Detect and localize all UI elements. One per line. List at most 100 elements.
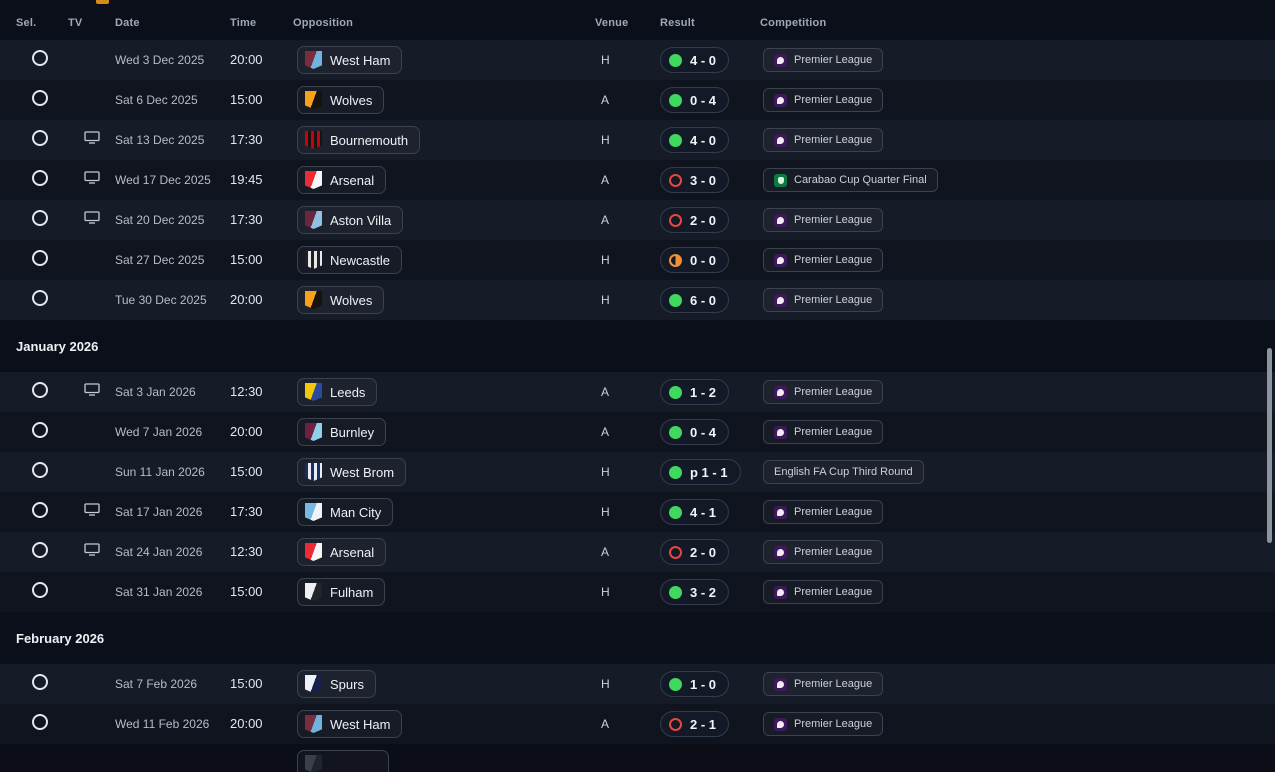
opposition-chip[interactable]: Fulham <box>297 578 386 606</box>
opposition-chip[interactable]: Aston Villa <box>297 206 404 234</box>
select-radio[interactable] <box>32 289 48 306</box>
opposition-chip[interactable]: West Brom <box>297 458 407 486</box>
result-pill[interactable]: 1 - 2 <box>660 379 730 405</box>
competition-chip[interactable]: Premier League <box>763 288 884 312</box>
fixture-row[interactable]: Wed 3 Dec 2025 20:00 West Ham H 4 - 0 Pr… <box>0 40 1275 80</box>
result-pill[interactable]: 4 - 0 <box>660 47 730 73</box>
column-header-result[interactable]: Result <box>660 17 695 29</box>
competition-chip[interactable]: Premier League <box>763 500 884 524</box>
fixture-row[interactable]: Wed 7 Jan 2026 20:00 Burnley A 0 - 4 Pre… <box>0 412 1275 452</box>
opposition-chip[interactable]: Wolves <box>297 86 385 114</box>
competition-chip[interactable]: Premier League <box>763 248 884 272</box>
select-radio[interactable] <box>32 129 48 146</box>
result-pill[interactable]: 3 - 2 <box>660 579 730 605</box>
competition-cell: Premier League <box>760 48 1275 72</box>
competition-chip[interactable]: Premier League <box>763 580 884 604</box>
opposition-name: Arsenal <box>330 544 375 560</box>
result-pill[interactable]: 4 - 0 <box>660 127 730 153</box>
fixture-row[interactable]: Sat 20 Dec 2025 17:30 Aston Villa A 2 - … <box>0 200 1275 240</box>
fixture-row[interactable]: Sat 17 Jan 2026 17:30 Man City H 4 - 1 P… <box>0 492 1275 532</box>
fixture-row-partial[interactable] <box>0 744 1275 772</box>
column-header-competition[interactable]: Competition <box>760 17 827 29</box>
fixture-row[interactable]: Sat 3 Jan 2026 12:30 Leeds A 1 - 2 Premi… <box>0 372 1275 412</box>
fixture-row[interactable]: Sat 6 Dec 2025 15:00 Wolves A 0 - 4 Prem… <box>0 80 1275 120</box>
opposition-chip[interactable]: Man City <box>297 498 394 526</box>
result-pill[interactable]: 2 - 0 <box>660 207 730 233</box>
select-radio[interactable] <box>32 541 48 558</box>
result-pill[interactable]: 6 - 0 <box>660 287 730 313</box>
result-pill[interactable]: 0 - 4 <box>660 419 730 445</box>
competition-name: Premier League <box>794 386 873 398</box>
competition-chip[interactable]: Premier League <box>763 712 884 736</box>
venue-cell: H <box>595 291 660 309</box>
fixture-row[interactable]: Tue 30 Dec 2025 20:00 Wolves H 6 - 0 Pre… <box>0 280 1275 320</box>
competition-chip[interactable]: Premier League <box>763 208 884 232</box>
competition-chip[interactable]: Premier League <box>763 48 884 72</box>
column-header-sel[interactable]: Sel. <box>16 17 37 29</box>
opposition-chip[interactable]: Newcastle <box>297 246 402 274</box>
opposition-chip[interactable]: West Ham <box>297 710 403 738</box>
opposition-chip[interactable]: Wolves <box>297 286 385 314</box>
fixture-row[interactable]: Sat 13 Dec 2025 17:30 Bournemouth H 4 - … <box>0 120 1275 160</box>
competition-chip[interactable]: Premier League <box>763 540 884 564</box>
result-pill[interactable]: 0 - 4 <box>660 87 730 113</box>
fixture-row[interactable]: Wed 17 Dec 2025 19:45 Arsenal A 3 - 0 Ca… <box>0 160 1275 200</box>
column-header-time[interactable]: Time <box>230 17 257 29</box>
result-pill[interactable]: 4 - 1 <box>660 499 730 525</box>
select-radio[interactable] <box>32 209 48 226</box>
result-pill[interactable]: 3 - 0 <box>660 167 730 193</box>
tv-cell <box>68 463 115 481</box>
opposition-chip[interactable]: West Ham <box>297 46 403 74</box>
result-pill[interactable]: 0 - 0 <box>660 247 730 273</box>
select-radio[interactable] <box>32 673 48 690</box>
select-radio[interactable] <box>32 461 48 478</box>
fixture-row[interactable]: Sat 31 Jan 2026 15:00 Fulham H 3 - 2 Pre… <box>0 572 1275 612</box>
competition-chip[interactable]: Premier League <box>763 420 884 444</box>
column-header-venue[interactable]: Venue <box>595 17 629 29</box>
result-pill[interactable]: p 1 - 1 <box>660 459 741 485</box>
scrollbar-thumb[interactable] <box>1267 348 1272 543</box>
result-pill[interactable]: 2 - 1 <box>660 711 730 737</box>
result-indicator-icon <box>669 213 682 227</box>
result-score: 2 - 0 <box>690 212 717 228</box>
month-section-header: February 2026 <box>0 612 1275 664</box>
fixture-row[interactable]: Sat 7 Feb 2026 15:00 Spurs H 1 - 0 Premi… <box>0 664 1275 704</box>
competition-cell: Premier League <box>760 248 1275 272</box>
select-radio[interactable] <box>32 713 48 730</box>
select-radio[interactable] <box>32 501 48 518</box>
select-radio[interactable] <box>32 249 48 266</box>
competition-chip[interactable]: Carabao Cup Quarter Final <box>763 168 938 192</box>
opposition-chip[interactable]: Spurs <box>297 670 376 698</box>
competition-chip[interactable]: English FA Cup Third Round <box>763 460 924 484</box>
opposition-chip[interactable]: Arsenal <box>297 538 387 566</box>
opposition-chip[interactable]: Bournemouth <box>297 126 421 154</box>
opposition-name: Wolves <box>330 92 373 108</box>
select-radio[interactable] <box>32 581 48 598</box>
competition-chip[interactable]: Premier League <box>763 380 884 404</box>
result-pill[interactable]: 1 - 0 <box>660 671 730 697</box>
venue-cell: A <box>595 91 660 109</box>
fixture-row[interactable]: Sun 11 Jan 2026 15:00 West Brom H p 1 - … <box>0 452 1275 492</box>
opposition-chip[interactable]: Leeds <box>297 378 378 406</box>
select-radio[interactable] <box>32 421 48 438</box>
opposition-chip[interactable]: Burnley <box>297 418 387 446</box>
select-radio[interactable] <box>32 381 48 398</box>
select-radio[interactable] <box>32 169 48 186</box>
competition-chip[interactable]: Premier League <box>763 128 884 152</box>
fixture-row[interactable]: Sat 24 Jan 2026 12:30 Arsenal A 2 - 0 Pr… <box>0 532 1275 572</box>
fixture-row[interactable]: Sat 27 Dec 2025 15:00 Newcastle H 0 - 0 … <box>0 240 1275 280</box>
result-pill[interactable]: 2 - 0 <box>660 539 730 565</box>
column-header-opposition[interactable]: Opposition <box>293 17 354 29</box>
select-radio[interactable] <box>32 49 48 66</box>
opposition-cell: Wolves <box>293 286 595 314</box>
fixture-row[interactable]: Wed 11 Feb 2026 20:00 West Ham A 2 - 1 P… <box>0 704 1275 744</box>
column-header-tv[interactable]: TV <box>68 17 83 29</box>
competition-name: Premier League <box>794 54 873 66</box>
opposition-chip[interactable]: Arsenal <box>297 166 387 194</box>
table-header: Sel. TV Date Time Opposition Venue Resul… <box>0 0 1275 40</box>
column-header-date[interactable]: Date <box>115 17 140 29</box>
select-radio[interactable] <box>32 89 48 106</box>
competition-name: Premier League <box>794 678 873 690</box>
competition-chip[interactable]: Premier League <box>763 88 884 112</box>
competition-chip[interactable]: Premier League <box>763 672 884 696</box>
